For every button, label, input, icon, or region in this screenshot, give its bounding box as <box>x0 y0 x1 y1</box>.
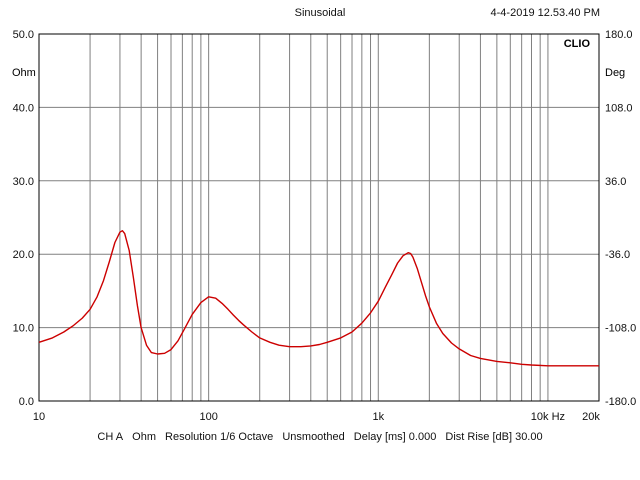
tick-labels: 50.0 40.0 30.0 20.0 10.0 0.0 180.0 108.0 36.0 -36… <box>13 29 637 423</box>
unit-label: Ohm <box>132 431 156 443</box>
impedance-curve <box>38 229 599 367</box>
left-unit-label: Ohm <box>12 67 36 79</box>
delay-label: Delay [ms] 0.000 <box>353 431 437 443</box>
curve <box>38 229 599 367</box>
y-tick-label: 50.0 <box>13 29 34 41</box>
x-tick-label: 1k <box>372 411 384 423</box>
y2-tick-label: -180.0 <box>605 396 636 408</box>
x-tick-label: 100 <box>199 411 217 423</box>
y-tick-label: 10.0 <box>13 323 34 335</box>
resolution-label: Resolution 1/6 Octave <box>165 431 274 443</box>
clio-logo: CLIO <box>564 38 591 50</box>
y2-tick-label: -36.0 <box>605 249 630 261</box>
y-tick-label: 0.0 <box>19 396 34 408</box>
smoothing-label: Unsmoothed <box>282 431 345 443</box>
measurement-info: CH A Ohm Resolution 1/6 Octave Unsmoothe… <box>0 431 640 443</box>
y-tick-label: 40.0 <box>13 102 34 114</box>
right-unit-label: Deg <box>605 67 625 79</box>
y2-tick-label: 36.0 <box>605 176 626 188</box>
dist-rise-label: Dist Rise [dB] 30.00 <box>445 431 543 443</box>
channel-label: CH A <box>97 431 124 443</box>
x-tick-label: 20k <box>582 411 600 423</box>
x-tick-label: 10 <box>33 411 45 423</box>
y2-tick-label: -108.0 <box>605 323 636 335</box>
plot-frame <box>38 33 600 402</box>
timestamp: 4-4-2019 12.53.40 PM <box>490 7 600 19</box>
y2-tick-label: 108.0 <box>605 102 633 114</box>
grid <box>39 34 599 401</box>
chart-title: Sinusoidal <box>294 7 346 19</box>
y2-tick-label: 180.0 <box>605 29 633 41</box>
y-tick-label: 30.0 <box>13 176 34 188</box>
y-tick-label: 20.0 <box>13 249 34 261</box>
x-tick-label: 10k Hz <box>531 411 565 423</box>
